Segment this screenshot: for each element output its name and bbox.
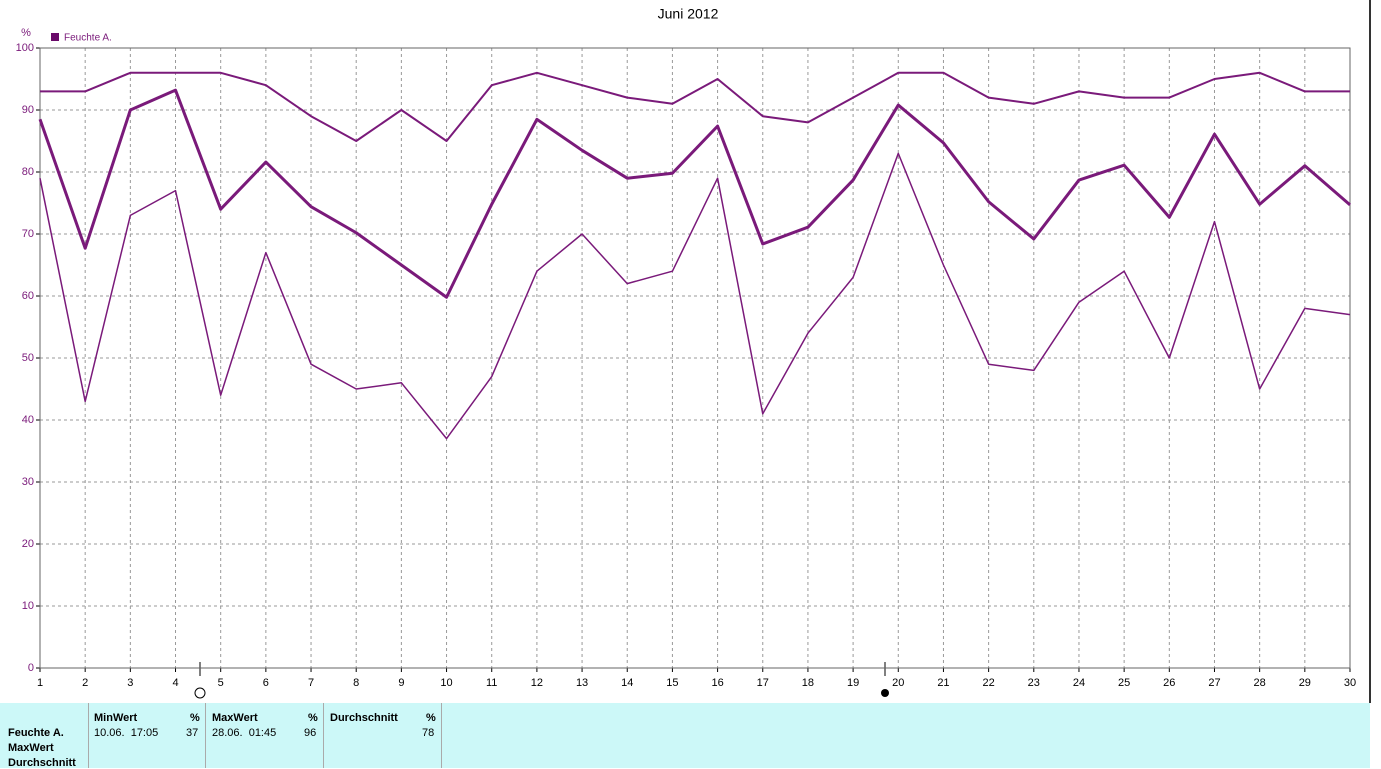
separator	[88, 703, 89, 768]
separator	[323, 703, 324, 768]
value: 37	[186, 727, 199, 739]
value: 96	[304, 727, 317, 739]
x-tick-label: 19	[847, 677, 859, 689]
x-tick-label: 12	[531, 677, 543, 689]
x-tick-label: 30	[1344, 677, 1356, 689]
series-line	[38, 88, 1351, 299]
y-tick-label: 60	[22, 290, 34, 302]
x-tick-label: 21	[937, 677, 949, 689]
y-tick-label: 10	[22, 600, 34, 612]
x-tick-label: 4	[172, 677, 178, 689]
chart-title: Juni 2012	[658, 6, 719, 22]
cursor-filled	[881, 689, 889, 697]
y-tick-label: 80	[22, 166, 34, 178]
x-tick-label: 18	[802, 677, 814, 689]
row-label: MaxWert	[8, 742, 54, 754]
x-tick-label: 22	[982, 677, 994, 689]
row-label: Durchschnitt	[8, 757, 76, 769]
x-tick-label: 8	[353, 677, 359, 689]
x-tick-label: 9	[398, 677, 404, 689]
x-tick-label: 27	[1208, 677, 1220, 689]
series-line	[39, 152, 1351, 440]
x-tick-label: 20	[892, 677, 904, 689]
time: 10.06. 17:05	[94, 727, 159, 739]
value: 78	[422, 727, 435, 739]
y-tick-label: 30	[22, 476, 34, 488]
x-tick-label: 1	[37, 677, 43, 689]
col-unit: %	[308, 712, 318, 724]
x-tick-label: 28	[1254, 677, 1266, 689]
y-tick-label: 40	[22, 414, 34, 426]
x-tick-label: 6	[263, 677, 269, 689]
y-tick-label: 70	[22, 228, 34, 240]
x-tick-label: 16	[711, 677, 723, 689]
x-tick-label: 29	[1299, 677, 1311, 689]
col-header: MinWert	[94, 712, 138, 724]
x-tick-label: 26	[1163, 677, 1175, 689]
y-unit: %	[21, 27, 31, 39]
legend-label: Feuchte A.	[64, 33, 112, 44]
x-tick-label: 24	[1073, 677, 1085, 689]
cursor-open	[194, 687, 206, 699]
col-unit: %	[190, 712, 200, 724]
x-tick-label: 25	[1118, 677, 1130, 689]
y-tick-label: 50	[22, 352, 34, 364]
x-tick-label: 11	[486, 677, 497, 689]
x-tick-label: 17	[757, 677, 769, 689]
col-header: Durchschnitt	[330, 712, 398, 724]
x-tick-label: 3	[127, 677, 133, 689]
col-header: MaxWert	[212, 712, 258, 724]
x-tick-label: 14	[621, 677, 633, 689]
chart: Juni 2012 % Feuchte A. 0 10 20 30 40 50 60 70 80…	[16, 0, 1371, 703]
x-tick-label: 15	[666, 677, 678, 689]
x-tick-label: 5	[218, 677, 224, 689]
separator	[205, 703, 206, 768]
y-tick-label: 0	[28, 662, 34, 674]
y-tick-label: 90	[22, 104, 34, 116]
x-tick-label: 10	[440, 677, 452, 689]
separator	[441, 703, 442, 768]
x-tick-label: 23	[1028, 677, 1040, 689]
x-tick-label: 13	[576, 677, 588, 689]
col-unit: %	[426, 712, 436, 724]
x-tick-label: 7	[308, 677, 314, 689]
y-tick-label: 20	[22, 538, 34, 550]
time: 28.06. 01:45	[212, 727, 277, 739]
y-tick-label: 100	[16, 42, 34, 54]
row-label: Feuchte A.	[8, 727, 64, 739]
plot-frame	[39, 47, 1351, 669]
x-tick-label: 2	[82, 677, 88, 689]
stats-panel: Feuchte A. MaxWert Durchschnitt MinWert …	[0, 703, 1370, 769]
series-line	[40, 71, 1350, 142]
legend-swatch	[51, 33, 59, 41]
